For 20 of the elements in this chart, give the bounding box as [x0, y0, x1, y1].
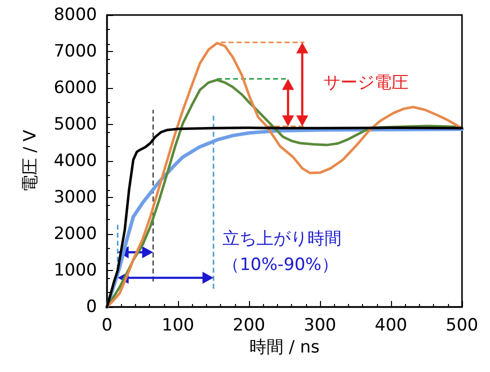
- x-tick-label: 400: [374, 316, 408, 336]
- y-tick-label: 0: [86, 297, 97, 317]
- y-tick-label: 7000: [54, 42, 97, 62]
- x-axis-title: 時間 / ns: [249, 337, 320, 358]
- y-tick-label: 1000: [54, 260, 97, 280]
- annotation: 立ち上がり時間: [222, 228, 342, 250]
- y-axis-title: 電圧 / V: [20, 130, 40, 192]
- y-tick-label: 4000: [54, 151, 97, 171]
- y-tick-label: 3000: [54, 188, 97, 208]
- y-tick-label: 8000: [54, 5, 97, 25]
- x-tick-label: 500: [446, 316, 478, 336]
- x-tick-label: 300: [304, 316, 336, 336]
- y-tick-label: 6000: [54, 78, 97, 98]
- annotation: サージ電圧: [324, 72, 409, 94]
- y-tick-label: 2000: [54, 224, 97, 244]
- x-tick-label: 200: [232, 316, 266, 336]
- x-tick-label: 0: [102, 316, 112, 336]
- annotation: （10%-90%）: [222, 254, 338, 276]
- x-tick-label: 100: [162, 316, 194, 336]
- y-tick-label: 5000: [54, 114, 97, 134]
